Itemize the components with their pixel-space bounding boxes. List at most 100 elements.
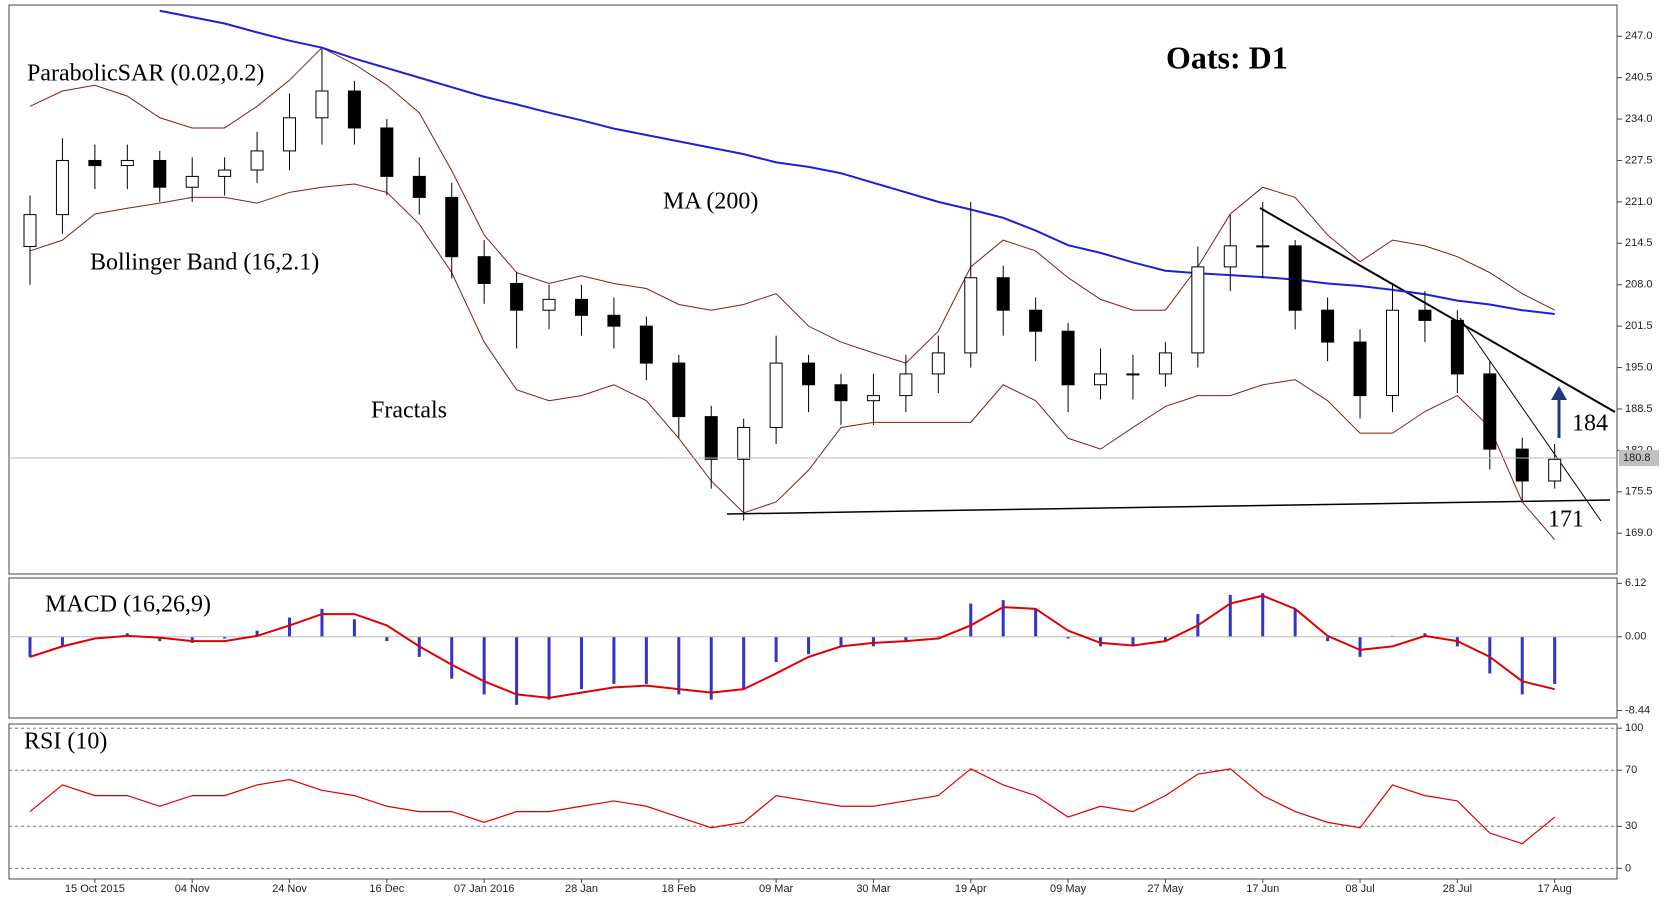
candle-body xyxy=(996,277,1010,311)
rsi-panel xyxy=(8,723,1618,880)
macd-bar xyxy=(1326,636,1330,642)
y-tick-label: 0 xyxy=(1625,862,1631,874)
y-tick-label: -8.44 xyxy=(1625,704,1650,716)
candle-body xyxy=(542,298,556,311)
macd-bar xyxy=(1261,593,1265,637)
macd-bar xyxy=(969,603,973,637)
ma-line xyxy=(159,9,1555,316)
x-tick-label: 19 Apr xyxy=(955,883,987,895)
x-tick-label: 28 Jul xyxy=(1443,883,1472,895)
x-tick-label: 09 Mar xyxy=(759,883,794,895)
bollinger-upper xyxy=(29,47,1555,364)
y-tick-label: 240.5 xyxy=(1625,72,1653,84)
macd-bar xyxy=(807,636,811,655)
candle-body xyxy=(1353,341,1367,397)
candle-body xyxy=(315,90,329,119)
candle-body xyxy=(1126,373,1140,376)
macd-bar xyxy=(255,630,259,637)
candle-body xyxy=(1321,309,1335,343)
ma-label: MA (200) xyxy=(663,189,758,215)
candle-body xyxy=(1548,458,1562,482)
candle-body xyxy=(1061,330,1075,386)
candle-body xyxy=(1256,245,1270,248)
y-tick-label: 6.12 xyxy=(1625,577,1646,589)
y-tick-label: 175.5 xyxy=(1625,486,1653,498)
candle-body xyxy=(283,117,297,152)
candle-body xyxy=(1094,373,1108,386)
macd-bar xyxy=(1163,636,1167,642)
signal-line xyxy=(29,594,1555,699)
support-line xyxy=(726,499,1611,515)
macd-bar xyxy=(774,636,778,663)
candle-body xyxy=(834,384,848,402)
y-tick-label: 188.5 xyxy=(1625,403,1653,415)
x-tick-label: 17 Aug xyxy=(1538,883,1572,895)
macd-bar xyxy=(385,636,389,642)
rsi-line xyxy=(29,768,1556,845)
candle-body xyxy=(477,256,491,284)
y-tick-label: 195.0 xyxy=(1625,361,1653,373)
y-tick-label: 208.0 xyxy=(1625,279,1653,291)
arrow-head xyxy=(1551,386,1567,400)
candle-body xyxy=(153,159,167,188)
macd-bar xyxy=(644,636,648,684)
macd-bar xyxy=(320,608,324,637)
macd-bar xyxy=(677,636,681,695)
bollinger-lower xyxy=(29,183,1556,540)
macd-bar xyxy=(612,636,616,684)
x-tick-label: 28 Jan xyxy=(565,883,598,895)
x-tick-label: 04 Nov xyxy=(175,883,210,895)
y-tick-label: 0.00 xyxy=(1625,631,1646,643)
macd-title: MACD (16,26,9) xyxy=(45,592,211,618)
candle-body xyxy=(1385,309,1399,397)
candle-body xyxy=(347,90,361,129)
candle-body xyxy=(672,362,686,418)
macd-bar xyxy=(904,636,908,642)
x-tick-label: 24 Nov xyxy=(272,883,307,895)
price-panel xyxy=(8,4,1618,575)
y-tick-label: 169.0 xyxy=(1625,527,1653,539)
macd-bar xyxy=(60,636,64,647)
last-price-box xyxy=(1619,450,1659,467)
x-tick-label: 27 May xyxy=(1147,883,1184,895)
macd-bar xyxy=(1293,608,1297,637)
candle-body xyxy=(607,314,621,327)
annotation: 184 xyxy=(1572,411,1608,437)
x-tick-label: 16 Dec xyxy=(369,883,404,895)
macd-bar xyxy=(158,636,162,642)
x-tick-label: 08 Jul xyxy=(1345,883,1374,895)
candle-body xyxy=(23,214,37,247)
macd-bar xyxy=(1228,594,1232,637)
candle-body xyxy=(574,298,588,316)
candle-body xyxy=(1029,309,1043,332)
trend-line xyxy=(1459,317,1602,522)
macd-bar xyxy=(1520,636,1524,695)
candle-body xyxy=(964,277,978,354)
candle-body xyxy=(1158,352,1172,375)
candle-body xyxy=(931,352,945,375)
candle-body xyxy=(1418,309,1432,321)
macd-bar xyxy=(839,636,843,647)
macd-bar xyxy=(450,636,454,679)
y-tick-label: 221.0 xyxy=(1625,196,1653,208)
macd-bar xyxy=(223,636,227,639)
x-tick-label: 30 Mar xyxy=(856,883,891,895)
rsi-title: RSI (10) xyxy=(24,729,107,755)
last-price-label: 180.8 xyxy=(1623,452,1651,464)
macd-bar xyxy=(579,636,583,690)
candle-body xyxy=(1288,245,1302,311)
candle-body xyxy=(218,169,232,177)
candle-body xyxy=(704,416,718,460)
macd-bar xyxy=(1001,600,1005,637)
macd-bar xyxy=(547,636,551,700)
bollinger-label: Bollinger Band (16,2.1) xyxy=(90,250,319,276)
macd-bar xyxy=(1099,636,1103,647)
fractals-label: Fractals xyxy=(371,398,447,424)
candle-body xyxy=(510,282,524,311)
y-tick-label: 247.0 xyxy=(1625,30,1653,42)
y-tick-label: 234.0 xyxy=(1625,113,1653,125)
candle-body xyxy=(88,159,102,167)
macd-bar xyxy=(1131,636,1135,647)
y-tick-label: 201.5 xyxy=(1625,320,1653,332)
